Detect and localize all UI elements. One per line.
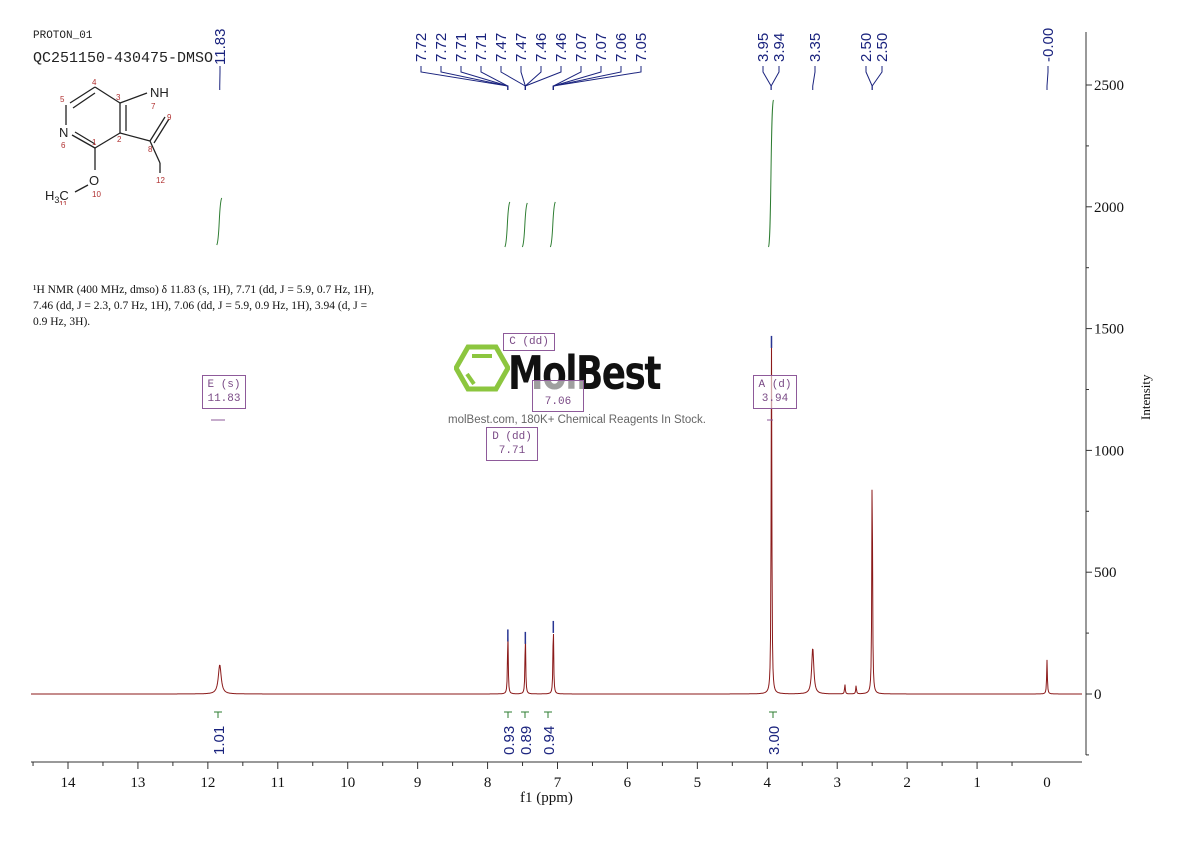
x-tick-label: 13 — [130, 775, 145, 791]
peak-label: 7.05 — [633, 33, 650, 62]
svg-text:10: 10 — [92, 190, 101, 199]
y-tick-label: 1000 — [1094, 443, 1124, 459]
multiplet-box-d: D (dd) 7.71 — [486, 427, 538, 461]
peak-label: 11.83 — [212, 29, 229, 65]
nmr-description: ¹H NMR (400 MHz, dmso) δ 11.83 (s, 1H), … — [33, 284, 375, 328]
sample-id: QC251150-430475-DMSO — [33, 50, 214, 67]
peak-label: 3.95 — [755, 33, 772, 62]
x-tick-label: 8 — [484, 775, 492, 791]
svg-text:6: 6 — [61, 141, 66, 150]
y-tick-label: 1500 — [1094, 322, 1124, 338]
svg-text:O: O — [89, 173, 99, 188]
y-axis-label: Intensity — [1138, 374, 1153, 421]
integral-curve — [504, 201, 511, 248]
integral-curve — [549, 201, 556, 248]
x-tick-label: 2 — [903, 775, 911, 791]
x-tick-label: 7 — [554, 775, 562, 791]
peak-label: 7.72 — [413, 33, 430, 62]
x-tick-label: 14 — [61, 775, 77, 791]
x-tick-label: 10 — [340, 775, 355, 791]
y-tick-label: 2500 — [1094, 78, 1124, 94]
peak-label: 7.46 — [553, 33, 570, 62]
svg-text:8: 8 — [148, 145, 153, 154]
x-axis-label: f1 (ppm) — [520, 790, 573, 806]
svg-text:4: 4 — [92, 78, 97, 87]
svg-text:11: 11 — [59, 200, 68, 205]
svg-text:7: 7 — [151, 102, 156, 111]
x-tick-label: 6 — [624, 775, 632, 791]
svg-text:5: 5 — [60, 95, 65, 104]
y-tick-label: 2000 — [1094, 200, 1124, 216]
integral-value: 3.00 — [766, 726, 783, 755]
peak-label: 7.72 — [433, 33, 450, 62]
x-tick-label: 5 — [694, 775, 702, 791]
peak-label: 7.07 — [593, 33, 610, 62]
multiplet-box-e: E (s) 11.83 — [202, 375, 246, 409]
peak-label: 3.94 — [771, 33, 788, 62]
peak-label: 2.50 — [858, 33, 875, 62]
nh-label: NH — [150, 85, 169, 100]
x-tick-label: 3 — [833, 775, 841, 791]
peak-label: 7.06 — [613, 33, 630, 62]
svg-text:1: 1 — [92, 138, 97, 147]
x-tick-label: 4 — [764, 775, 772, 791]
molbest-logo-icon — [454, 344, 510, 392]
integral-value: 0.94 — [541, 726, 558, 755]
svg-text:12: 12 — [156, 176, 165, 185]
integral-curve — [521, 202, 528, 248]
x-tick-label: 11 — [271, 775, 285, 791]
watermark-tagline: molBest.com, 180K+ Chemical Reagents In … — [448, 414, 706, 426]
peak-label: 3.35 — [807, 33, 824, 62]
x-tick-label: 1 — [973, 775, 981, 791]
molecule-structure: NH N O H3C 1 2 3 4 5 6 7 8 9 10 11 12 — [45, 78, 172, 205]
peak-label: 2.50 — [874, 33, 891, 62]
svg-text:2: 2 — [117, 135, 122, 144]
peak-label: 7.46 — [533, 33, 550, 62]
y-tick-label: 0 — [1094, 687, 1102, 703]
x-tick-label: 0 — [1043, 775, 1051, 791]
svg-text:N: N — [59, 125, 68, 140]
integral-value: 0.89 — [518, 726, 535, 755]
multiplet-box-c: 7.06 — [532, 380, 584, 412]
svg-text:H3C: H3C — [45, 188, 69, 205]
peak-label: 7.47 — [493, 33, 510, 62]
peak-label: 7.71 — [453, 33, 470, 62]
svg-text:3: 3 — [116, 93, 121, 102]
y-tick-label: 500 — [1094, 565, 1117, 581]
x-tick-label: 9 — [414, 775, 422, 791]
integral-value: 0.93 — [501, 726, 518, 755]
multiplet-box-a: A (d) 3.94 — [753, 375, 797, 409]
peak-label: -0.00 — [1040, 28, 1057, 62]
x-tick-label: 12 — [200, 775, 215, 791]
integral-curve — [216, 197, 223, 246]
integral-value: 1.01 — [211, 726, 228, 755]
peak-label: 7.71 — [473, 33, 490, 62]
svg-text:9: 9 — [167, 113, 172, 122]
multiplet-box-c-header: C (dd) — [503, 333, 555, 351]
experiment-name: PROTON_01 — [33, 30, 93, 42]
integral-curve — [767, 99, 774, 248]
peak-label: 7.47 — [513, 33, 530, 62]
peak-label: 7.07 — [573, 33, 590, 62]
spectrum-trace — [31, 336, 1082, 695]
